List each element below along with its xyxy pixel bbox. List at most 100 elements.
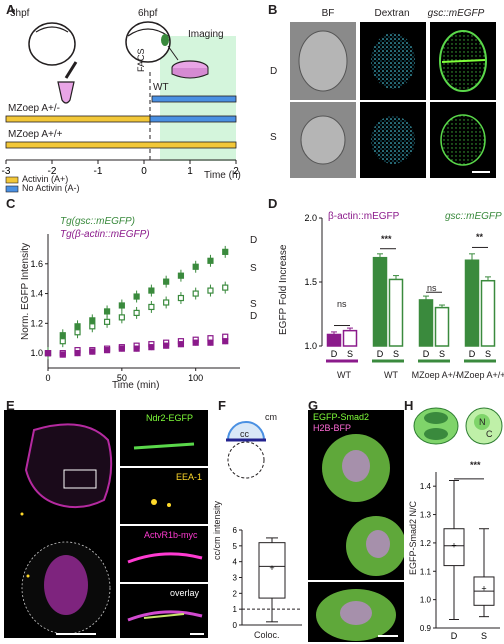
- g-label-h2b: H2B-BFP: [313, 423, 352, 433]
- f-cc: cc: [240, 429, 249, 439]
- c-point: [103, 347, 111, 354]
- time-tick-label: -2: [48, 166, 57, 177]
- label-time-h: Time (h): [204, 170, 241, 181]
- d-category-label: S: [393, 349, 399, 359]
- c-point: [207, 257, 214, 264]
- d-bar: [342, 329, 358, 347]
- d-category-label: S: [439, 349, 445, 359]
- c-point: [163, 342, 170, 349]
- h-c: C: [486, 429, 493, 439]
- row-label-d: D: [270, 66, 278, 77]
- e-label-ndr2: Ndr2-EGFP: [146, 413, 194, 423]
- time-tick-label: 0: [141, 166, 147, 177]
- wt-bar: [151, 95, 237, 103]
- c-point: [74, 350, 81, 357]
- time-tick-label: 1: [187, 166, 193, 177]
- f-ylabel: cc/cm intensity: [212, 500, 222, 560]
- panel-d-chart: 1.01.52.0D S D S D S D S: [304, 213, 496, 363]
- c-point: [133, 345, 140, 352]
- d-group-1: WT: [337, 370, 351, 380]
- panel-letter-b: B: [268, 2, 278, 17]
- d-bar: [372, 256, 388, 347]
- c-end-label-2: S: [250, 263, 257, 274]
- d-bar: [388, 278, 404, 347]
- c-marks: [44, 245, 229, 360]
- c-point: [133, 309, 140, 317]
- d-sig-1: ns: [337, 299, 347, 309]
- legend-no-activin-label: No Activin (A-): [22, 183, 80, 193]
- panel-letter-f: F: [218, 398, 226, 413]
- h-sig: ***: [470, 460, 481, 470]
- c-x-tick-label: 0: [45, 373, 50, 383]
- header-bf: BF: [321, 8, 335, 19]
- e-roi-box: [63, 469, 97, 489]
- panel-letter-a: A: [6, 2, 16, 17]
- panel-b-micrographs: [290, 22, 496, 178]
- d-category-label: D: [331, 349, 338, 359]
- c-point: [163, 278, 170, 285]
- f-y-tick-label: 3: [233, 574, 238, 583]
- legend-activin-label: Activin (A+): [22, 174, 69, 184]
- d-bar: [434, 306, 450, 347]
- c-point: [163, 299, 170, 306]
- embryo-6hpf-icon: [125, 21, 171, 63]
- f-box: [258, 542, 286, 599]
- h-mean-marker: +: [451, 541, 456, 551]
- panel-letter-g: G: [308, 398, 319, 413]
- label-6hpf: 6hpf: [138, 8, 158, 19]
- d-marks: [326, 246, 496, 347]
- h-y-tick-label: 1.2: [420, 539, 432, 548]
- c-ylabel: Norm. EGFP Intensity: [20, 242, 31, 340]
- c-x-tick-label: 100: [188, 373, 203, 383]
- c-end-label-4: D: [250, 311, 258, 322]
- f-xlabel: Coloc.: [254, 630, 280, 640]
- c-point: [103, 308, 111, 315]
- label-wt: WT: [153, 82, 169, 93]
- d-y-tick-label: 1.5: [304, 277, 317, 287]
- d-axes: 1.01.52.0D S D S D S D S: [304, 213, 496, 363]
- label-imaging: Imaging: [188, 29, 224, 40]
- panel-letter-h: H: [404, 398, 414, 413]
- c-point: [103, 318, 111, 325]
- c-point: [74, 329, 81, 336]
- g-label-smad2: EGFP-Smad2: [313, 412, 370, 422]
- d-sig-3: ns: [427, 283, 437, 293]
- c-y-tick-label: 1.6: [30, 259, 43, 269]
- d-sig-4: **: [476, 232, 484, 242]
- e-label-actvr1b: ActvR1b-myc: [144, 530, 198, 540]
- c-legend-purple: Tg(β-actin::mEGFP): [60, 229, 150, 240]
- c-point: [192, 339, 199, 346]
- c-point: [148, 344, 155, 351]
- c-end-label-3: S: [250, 299, 257, 310]
- d-bar: [480, 279, 496, 347]
- c-point: [89, 323, 96, 330]
- panel-letter-c: C: [6, 196, 16, 211]
- time-tick-label: -3: [2, 166, 11, 177]
- c-point: [118, 314, 125, 321]
- nucleus-cytoplasm-icon: [465, 407, 503, 445]
- f-y-tick-label: 5: [233, 542, 238, 551]
- row2-activin-bar: [5, 141, 237, 149]
- f-y-tick-label: 1: [233, 605, 238, 614]
- h-n: N: [479, 417, 486, 427]
- c-point: [207, 287, 214, 294]
- h-category-label: S: [481, 631, 487, 641]
- c-point: [148, 303, 155, 311]
- h-ylabel: EGFP-Smad2 N/C: [408, 500, 418, 575]
- panel-h: 0.91.01.11.21.31.4D S ++: [413, 407, 503, 641]
- d-title-purple: β-actin::mEGFP: [328, 211, 400, 222]
- row1-no-activin-bar: [149, 115, 237, 123]
- dish-icon: [167, 45, 209, 79]
- d-category-label: D: [469, 349, 476, 359]
- f-y-tick-label: 6: [233, 526, 238, 535]
- panel-f: 0 1 2 3 4 5 6 +: [226, 421, 302, 630]
- c-point: [148, 287, 155, 294]
- d-category-label: S: [485, 349, 491, 359]
- f-marks: +: [242, 537, 302, 623]
- row-label-s: S: [270, 132, 277, 143]
- c-point: [207, 339, 214, 346]
- label-row2: MZoep A+/+: [8, 129, 63, 140]
- cell-schematic-icon: [226, 421, 266, 479]
- d-category-label: D: [377, 349, 384, 359]
- d-bar: [418, 299, 434, 347]
